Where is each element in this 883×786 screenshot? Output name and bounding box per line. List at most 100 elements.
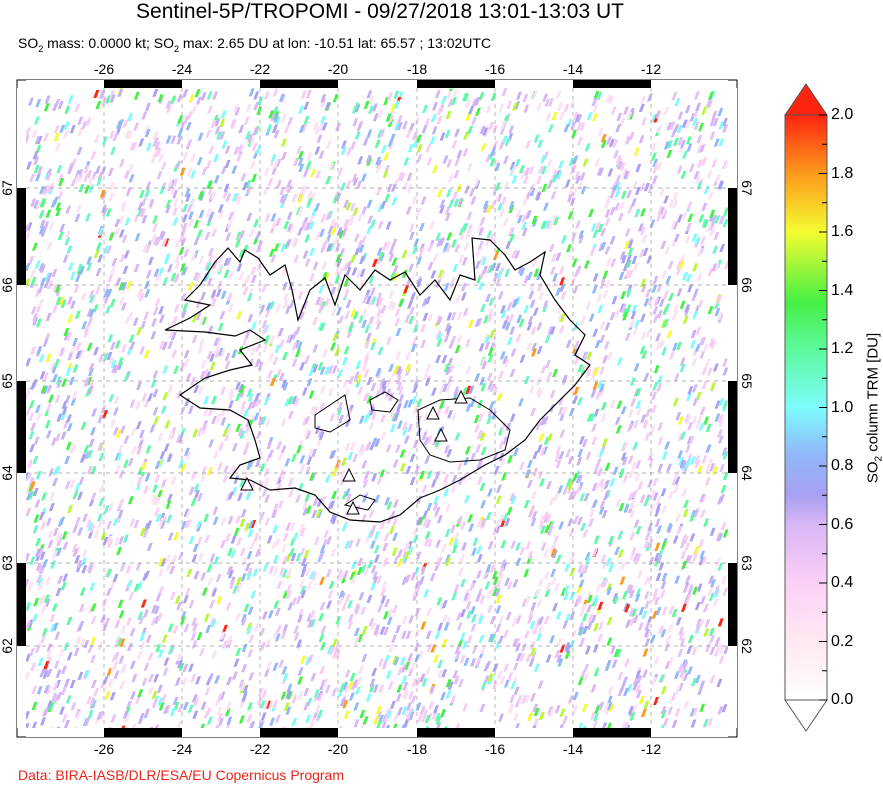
so2-pixel [113,670,120,679]
so2-pixel [133,91,140,100]
so2-pixel [512,579,519,588]
so2-pixel [595,391,602,400]
so2-pixel [620,721,627,728]
so2-pixel [600,414,607,423]
so2-pixel [500,120,507,129]
so2-pixel [282,533,289,542]
so2-pixel [128,174,135,183]
so2-pixel [658,674,665,683]
so2-pixel [401,422,408,431]
so2-pixel [77,127,84,136]
so2-pixel [558,521,565,530]
so2-pixel [169,707,176,716]
so2-pixel [597,468,603,477]
so2-pixel [274,633,281,642]
so2-pixel [436,332,443,341]
so2-pixel [525,653,532,662]
so2-pixel [467,514,474,523]
so2-pixel [527,712,533,721]
so2-pixel [515,615,522,624]
so2-pixel [583,260,590,269]
so2-pixel [129,691,136,700]
so2-pixel [81,121,88,130]
so2-pixel [69,125,76,134]
so2-pixel [328,580,335,589]
so2-pixel [625,289,632,298]
so2-pixel [62,254,69,263]
so2-pixel [627,205,634,214]
so2-pixel [611,296,618,305]
so2-pixel [365,332,372,341]
so2-pixel [336,569,343,578]
so2-pixel [248,634,255,643]
so2-pixel [301,387,308,396]
so2-pixel [254,358,261,367]
so2-pixel [265,700,272,709]
so2-pixel [67,505,73,514]
so2-pixel [329,646,336,655]
so2-pixel [206,278,213,287]
so2-pixel [442,155,449,164]
so2-pixel [610,645,616,654]
so2-pixel [542,511,549,520]
so2-pixel [425,144,432,153]
so2-pixel [190,252,197,261]
so2-pixel [61,665,67,674]
so2-pixel [434,90,441,99]
so2-pixel [172,198,179,207]
so2-pixel [508,313,515,322]
so2-pixel [601,438,608,447]
so2-pixel [506,100,513,109]
so2-pixel [100,532,107,541]
so2-pixel [546,371,553,380]
so2-pixel [316,498,323,507]
so2-pixel [619,683,626,692]
so2-pixel [90,616,97,625]
so2-pixel [437,669,444,678]
so2-pixel [27,97,34,106]
so2-pixel [443,445,450,454]
so2-pixel [717,562,724,571]
so2-pixel [708,627,715,636]
so2-pixel [443,334,450,343]
so2-pixel [617,671,624,680]
so2-pixel [148,673,154,682]
so2-pixel [573,356,580,365]
so2-pixel [166,514,173,523]
so2-pixel [30,346,36,355]
so2-pixel [120,200,127,209]
so2-pixel [44,594,50,603]
so2-pixel [227,516,234,525]
so2-pixel [426,643,433,652]
so2-pixel [365,295,372,304]
so2-pixel [201,167,208,176]
so2-pixel [190,170,196,179]
so2-pixel [191,334,198,343]
so2-pixel [162,277,169,286]
so2-pixel [135,401,141,410]
so2-pixel [108,357,115,366]
so2-pixel [658,625,664,634]
so2-pixel [317,305,324,314]
so2-pixel [533,663,540,672]
so2-pixel [162,365,169,374]
so2-pixel [611,659,618,668]
so2-pixel [419,706,426,715]
so2-pixel [615,124,622,133]
so2-pixel [522,175,529,184]
so2-pixel [357,213,364,222]
so2-pixel [385,670,392,679]
so2-pixel [484,341,491,350]
so2-pixel [170,135,177,144]
so2-pixel [370,296,377,305]
so2-pixel [106,245,113,254]
so2-pixel [406,173,413,182]
so2-pixel [707,718,714,727]
so2-pixel [537,389,544,398]
so2-pixel [336,407,343,416]
so2-pixel [674,476,681,485]
so2-pixel [607,686,614,695]
so2-pixel [239,406,246,415]
so2-pixel [127,312,134,321]
so2-pixel [55,296,62,305]
